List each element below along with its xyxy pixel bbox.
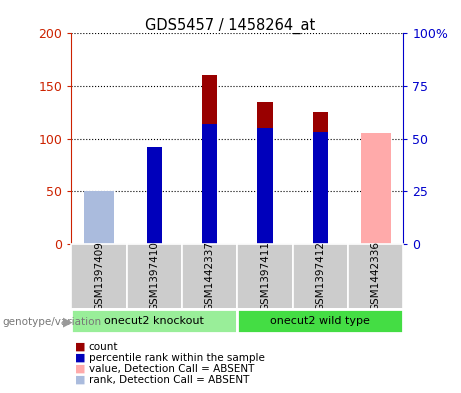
Bar [202, 75, 218, 244]
Text: GDS5457 / 1458264_at: GDS5457 / 1458264_at [145, 18, 316, 34]
Bar [182, 244, 237, 309]
Bar [147, 147, 162, 244]
Text: percentile rank within the sample: percentile rank within the sample [89, 353, 265, 363]
Bar [71, 244, 127, 309]
Text: GSM1442337: GSM1442337 [205, 241, 215, 311]
Bar [147, 154, 162, 244]
Text: GSM1397412: GSM1397412 [315, 241, 325, 311]
Text: GSM1442336: GSM1442336 [371, 241, 381, 311]
Bar [84, 225, 114, 244]
Text: ■: ■ [76, 342, 86, 352]
Bar [257, 128, 273, 244]
Bar [202, 124, 218, 244]
Bar [293, 244, 348, 309]
Text: onecut2 knockout: onecut2 knockout [105, 316, 204, 327]
Bar [127, 244, 182, 309]
Bar [348, 244, 403, 309]
Text: rank, Detection Call = ABSENT: rank, Detection Call = ABSENT [89, 375, 249, 385]
Bar [361, 133, 391, 244]
Text: GSM1397411: GSM1397411 [260, 241, 270, 311]
Text: GSM1397410: GSM1397410 [149, 241, 160, 311]
Text: ■: ■ [76, 375, 86, 385]
Text: onecut2 wild type: onecut2 wild type [271, 316, 370, 327]
Text: genotype/variation: genotype/variation [2, 317, 101, 327]
Text: ■: ■ [76, 364, 86, 374]
Bar [237, 244, 293, 309]
Bar [313, 132, 328, 244]
Text: ■: ■ [76, 353, 86, 363]
Text: count: count [89, 342, 118, 352]
Bar [71, 309, 237, 334]
Text: ▶: ▶ [64, 316, 73, 329]
Bar [84, 191, 114, 244]
Text: GSM1397409: GSM1397409 [94, 241, 104, 311]
Bar [313, 112, 328, 244]
Bar [257, 102, 273, 244]
Text: value, Detection Call = ABSENT: value, Detection Call = ABSENT [89, 364, 254, 374]
Bar [237, 309, 403, 334]
